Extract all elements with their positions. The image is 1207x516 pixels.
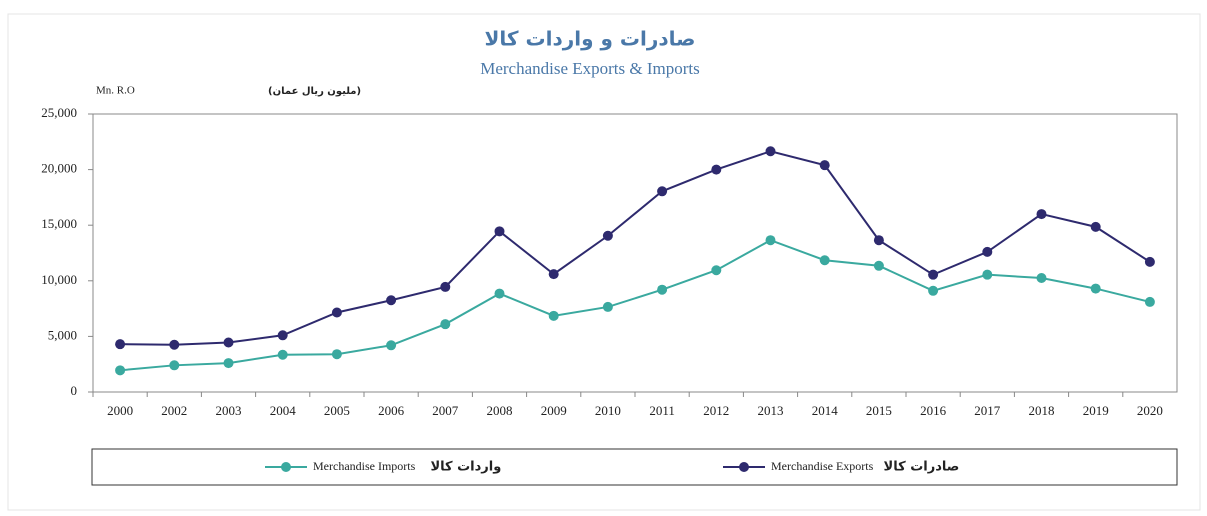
point bbox=[548, 269, 559, 280]
legend-marker bbox=[281, 462, 291, 472]
x-tick-label: 2007 bbox=[432, 403, 459, 418]
point bbox=[657, 186, 668, 197]
x-tick-label: 2012 bbox=[703, 403, 729, 418]
x-tick-label: 2014 bbox=[812, 403, 839, 418]
point bbox=[331, 349, 342, 360]
point bbox=[223, 358, 234, 369]
point bbox=[1090, 283, 1101, 294]
y-tick-label: 25,000 bbox=[41, 105, 77, 120]
y-tick-label: 0 bbox=[71, 383, 78, 398]
point bbox=[494, 288, 505, 299]
point bbox=[386, 340, 397, 351]
point bbox=[711, 265, 722, 276]
point bbox=[873, 260, 884, 271]
series-line bbox=[120, 239, 1151, 372]
point bbox=[223, 337, 234, 348]
point bbox=[169, 339, 180, 350]
point bbox=[440, 281, 451, 292]
point bbox=[765, 146, 776, 157]
point bbox=[1036, 273, 1047, 284]
y-tick-label: 15,000 bbox=[41, 216, 77, 231]
x-tick-label: 2009 bbox=[541, 403, 567, 418]
y-unit-ar: (مليون ريال عمان) bbox=[268, 86, 361, 97]
point bbox=[819, 255, 830, 266]
legend-label-ar: صادرات كالا bbox=[884, 460, 960, 475]
point bbox=[602, 230, 613, 241]
legend-box bbox=[91, 448, 1178, 486]
point bbox=[548, 310, 559, 321]
x-tick-label: 2016 bbox=[920, 403, 947, 418]
y-tick-label: 10,000 bbox=[41, 272, 77, 287]
point bbox=[115, 339, 126, 350]
x-tick-label: 2006 bbox=[378, 403, 405, 418]
series-line bbox=[120, 150, 1151, 346]
point bbox=[386, 295, 397, 306]
x-tick-label: 2002 bbox=[161, 403, 187, 418]
point bbox=[440, 319, 451, 330]
point bbox=[1144, 256, 1155, 267]
point bbox=[331, 307, 342, 318]
x-tick-label: 2008 bbox=[487, 403, 513, 418]
x-tick-label: 2000 bbox=[107, 403, 133, 418]
y-tick-label: 20,000 bbox=[41, 161, 77, 176]
x-tick-label: 2018 bbox=[1029, 403, 1055, 418]
x-tick-label: 2020 bbox=[1137, 403, 1163, 418]
x-tick-label: 2005 bbox=[324, 403, 350, 418]
y-tick-label: 5,000 bbox=[48, 327, 77, 342]
point bbox=[982, 246, 993, 257]
frame bbox=[7, 13, 1201, 511]
chart-subtitle: Merchandise Exports & Imports bbox=[480, 59, 700, 78]
plot-area bbox=[92, 113, 1178, 393]
point bbox=[1144, 296, 1155, 307]
x-tick-label: 2010 bbox=[595, 403, 621, 418]
point bbox=[1090, 221, 1101, 232]
x-tick-label: 2003 bbox=[216, 403, 242, 418]
legend-label: Merchandise Exports bbox=[771, 459, 874, 473]
point bbox=[765, 235, 776, 246]
x-tick-label: 2015 bbox=[866, 403, 892, 418]
point bbox=[982, 269, 993, 280]
legend-label-ar: واردات كالا bbox=[430, 460, 501, 475]
point bbox=[494, 226, 505, 237]
point bbox=[711, 164, 722, 175]
point bbox=[277, 330, 288, 341]
point bbox=[928, 269, 939, 280]
x-tick-label: 2013 bbox=[758, 403, 784, 418]
x-tick-label: 2004 bbox=[270, 403, 297, 418]
legend-marker bbox=[739, 462, 749, 472]
y-unit: Mn. R.O bbox=[96, 85, 135, 97]
point bbox=[169, 360, 180, 371]
point bbox=[873, 235, 884, 246]
x-tick-label: 2019 bbox=[1083, 403, 1109, 418]
point bbox=[277, 349, 288, 360]
point bbox=[819, 160, 830, 171]
point bbox=[657, 284, 668, 295]
point bbox=[1036, 209, 1047, 220]
point bbox=[602, 301, 613, 312]
chart-title: صادرات و واردات كالا bbox=[485, 27, 696, 51]
point bbox=[928, 285, 939, 296]
legend-label: Merchandise Imports bbox=[313, 459, 416, 473]
point bbox=[115, 365, 126, 376]
x-tick-label: 2017 bbox=[974, 403, 1001, 418]
x-tick-label: 2011 bbox=[649, 403, 675, 418]
